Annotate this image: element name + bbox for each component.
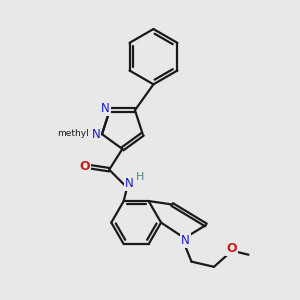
Text: H: H — [136, 172, 145, 182]
Text: methyl: methyl — [57, 129, 89, 138]
Text: N: N — [92, 128, 100, 141]
Text: O: O — [226, 242, 236, 255]
Text: O: O — [79, 160, 90, 173]
Text: N: N — [125, 177, 134, 190]
Text: N: N — [101, 102, 110, 115]
Text: N: N — [181, 234, 190, 247]
